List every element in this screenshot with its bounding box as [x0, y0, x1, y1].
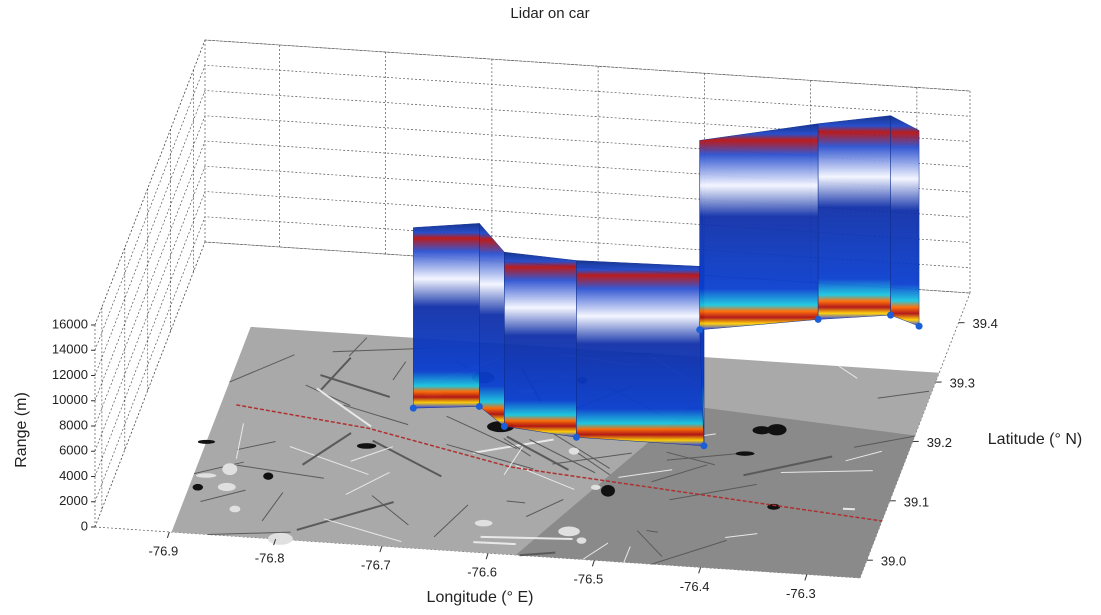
lidar-curtain	[413, 223, 479, 408]
x-tick	[699, 567, 701, 573]
z-tick-label: 0	[81, 518, 88, 533]
track-point	[696, 326, 703, 333]
track-point	[573, 434, 580, 441]
x-tick-label: -76.9	[149, 543, 179, 558]
z-tick-label: 4000	[59, 468, 88, 483]
map-patch	[357, 443, 376, 449]
lidar-curtain	[700, 124, 818, 330]
z-tick-label: 14000	[52, 342, 88, 357]
map-patch	[601, 485, 615, 497]
x-tick-label: -76.4	[680, 579, 710, 594]
track-point	[916, 323, 923, 330]
lidar-curtain	[818, 116, 891, 320]
map-patch	[222, 463, 237, 475]
map-patch	[193, 484, 203, 491]
track-point	[815, 316, 822, 323]
z-tick-label: 12000	[52, 367, 88, 382]
map-patch	[263, 473, 273, 480]
z-tick-label: 2000	[59, 493, 88, 508]
x-tick-label: -76.8	[255, 550, 285, 565]
track-point	[410, 405, 417, 412]
map-patch	[591, 485, 601, 490]
map-patch	[198, 440, 215, 444]
map-patch	[577, 537, 587, 543]
map-patch	[268, 533, 293, 545]
y-tick-label: 39.3	[950, 376, 975, 391]
z-tick-label: 16000	[52, 316, 88, 331]
x-tick-label: -76.5	[574, 572, 604, 587]
z-tick-label: 6000	[59, 443, 88, 458]
z-tick-label: 10000	[52, 392, 88, 407]
map-patch	[736, 451, 755, 455]
lidar-curtain	[891, 116, 919, 327]
x-tick	[486, 553, 488, 559]
x-tick	[805, 574, 807, 580]
map-patch	[196, 473, 216, 478]
x-tick-label: -76.3	[786, 586, 816, 601]
map-patch	[229, 506, 240, 513]
track-point	[700, 442, 707, 449]
lidar-curtain	[576, 261, 704, 446]
map-patch	[569, 448, 579, 455]
x-tick	[380, 546, 382, 552]
track-point	[476, 403, 483, 410]
y-tick-label: 39.0	[881, 554, 906, 569]
y-tick-label: 39.4	[973, 316, 998, 331]
map-patch	[475, 520, 493, 526]
x-tick	[592, 560, 594, 566]
x-tick-label: -76.7	[361, 558, 391, 573]
y-axis-title: Latitude (° N)	[988, 431, 1082, 448]
x-tick-label: -76.6	[467, 565, 497, 580]
map-patch	[767, 424, 786, 435]
map-patch	[218, 483, 236, 491]
lidar-curtain	[504, 252, 576, 437]
y-tick-label: 39.2	[927, 435, 952, 450]
track-point	[501, 423, 508, 430]
x-tick	[167, 532, 169, 538]
z-tick-label: 8000	[59, 417, 88, 432]
track-point	[887, 312, 894, 319]
x-axis-title: Longitude (° E)	[427, 589, 534, 606]
map-patch	[558, 527, 580, 537]
z-axis-title: Range (m)	[13, 392, 30, 468]
lidar-curtain	[479, 223, 504, 426]
chart: Lidar on car Range (m) Longitude (° E) L…	[0, 0, 1101, 610]
y-tick-label: 39.1	[904, 494, 929, 509]
chart-title: Lidar on car	[510, 5, 589, 22]
